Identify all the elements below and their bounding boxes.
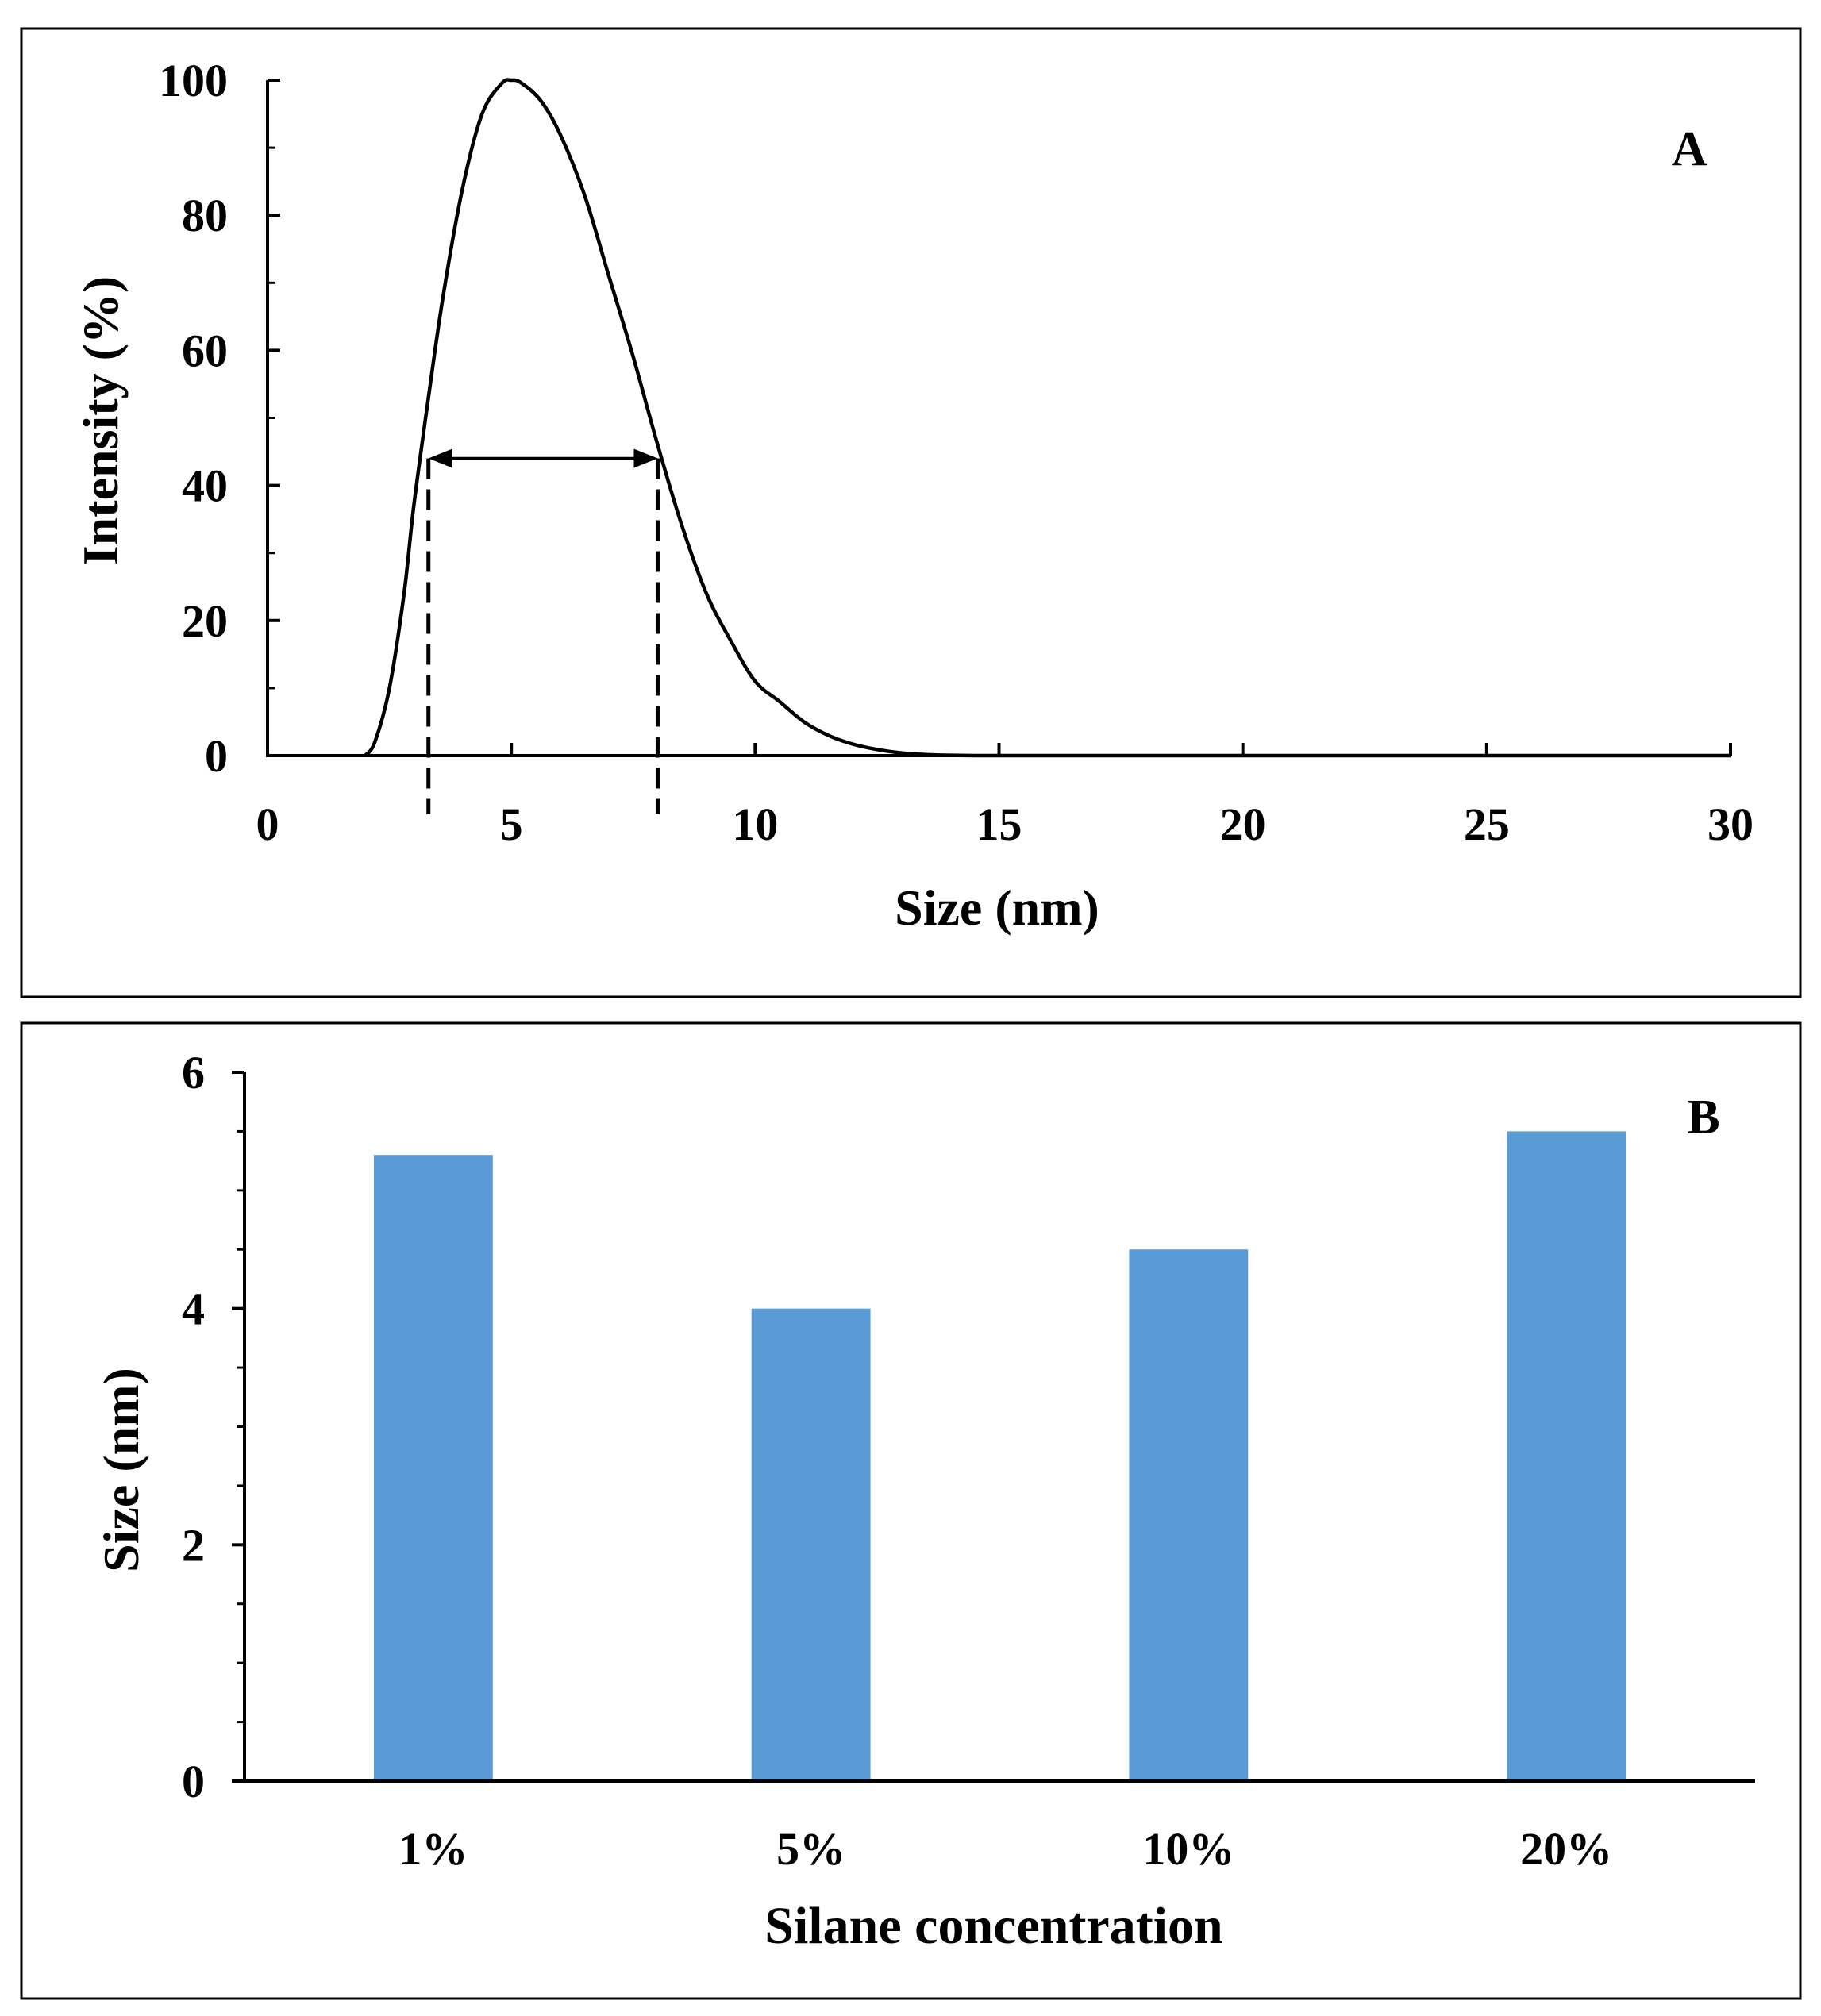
- panel-b-bar: [1129, 1249, 1249, 1781]
- panel-b-bar: [373, 1155, 493, 1781]
- panel-a-series-line: [364, 78, 1731, 758]
- panel-a-y-tick-label: 100: [159, 55, 228, 106]
- panel-a-x-tick-label: 10: [732, 798, 778, 850]
- panel-b-y-axis-title: Size (nm): [93, 1368, 149, 1572]
- panel-b-axes: [232, 1071, 1755, 1783]
- panel-b-y-tick-label: 2: [182, 1519, 205, 1571]
- panel-b-y-tick-label: 6: [182, 1047, 205, 1098]
- panel-b-bar: [751, 1308, 871, 1781]
- panel-a-x-tick-label: 5: [500, 798, 523, 850]
- panel-b-frame: [20, 1021, 1802, 2000]
- panel-a-curve-group: [364, 78, 1731, 758]
- panel-a-y-tick-label: 80: [182, 190, 228, 241]
- panel-a-label: A: [1672, 122, 1707, 176]
- panel-b-tick-labels: 1% 5% 10% 20% 0 2 4 6: [182, 1047, 1612, 1875]
- panel-a-tick-labels: 0 20 40 60 80 100 0 5 10 15 20 25 30: [159, 55, 1754, 850]
- panel-a-x-tick-label: 25: [1464, 798, 1510, 850]
- panel-a-x-tick-label: 0: [256, 798, 279, 850]
- panel-a-y-tick-label: 60: [182, 325, 228, 376]
- panel-a-x-tick-label: 20: [1220, 798, 1266, 850]
- panel-b-bars: [373, 1131, 1627, 1781]
- panel-a-axes: [266, 79, 1732, 757]
- panel-a-arrowhead-right: [633, 448, 658, 468]
- panel-b-y-tick-label: 4: [182, 1283, 205, 1335]
- panel-b-x-axis-title: Silane concentration: [764, 1897, 1222, 1955]
- panel-b-x-tick-label: 10%: [1142, 1823, 1234, 1875]
- panel-b-y-tick-label: 0: [182, 1756, 205, 1807]
- panel-b-label: B: [1687, 1091, 1719, 1145]
- panel-a-x-axis-title: Size (nm): [895, 879, 1099, 936]
- panel-a-frame: [20, 27, 1802, 998]
- panel-a-y-tick-label: 40: [182, 460, 228, 512]
- panel-a-y-axis-title: Intensity (%): [72, 276, 129, 565]
- panel-b-bar: [1507, 1131, 1627, 1781]
- panel-a: 0 20 40 60 80 100 0 5 10 15 20 25 30 A Size (nm) Int…: [20, 27, 1802, 998]
- panel-b-x-tick-label: 5%: [776, 1823, 845, 1875]
- panel-a-x-tick-label: 30: [1707, 798, 1754, 850]
- panel-a-annotation: [426, 448, 660, 814]
- panel-b-x-tick-label: 1%: [398, 1823, 468, 1875]
- panel-a-y-tick-label: 20: [182, 595, 228, 647]
- panel-b-x-tick-label: 20%: [1520, 1823, 1612, 1875]
- panel-b: 1% 5% 10% 20% 0 2 4 6 B Silane concentration Si…: [20, 1021, 1802, 2000]
- panel-a-x-tick-label: 15: [976, 798, 1022, 850]
- panel-a-arrowhead-left: [428, 448, 452, 468]
- panel-a-y-tick-label: 0: [205, 730, 228, 782]
